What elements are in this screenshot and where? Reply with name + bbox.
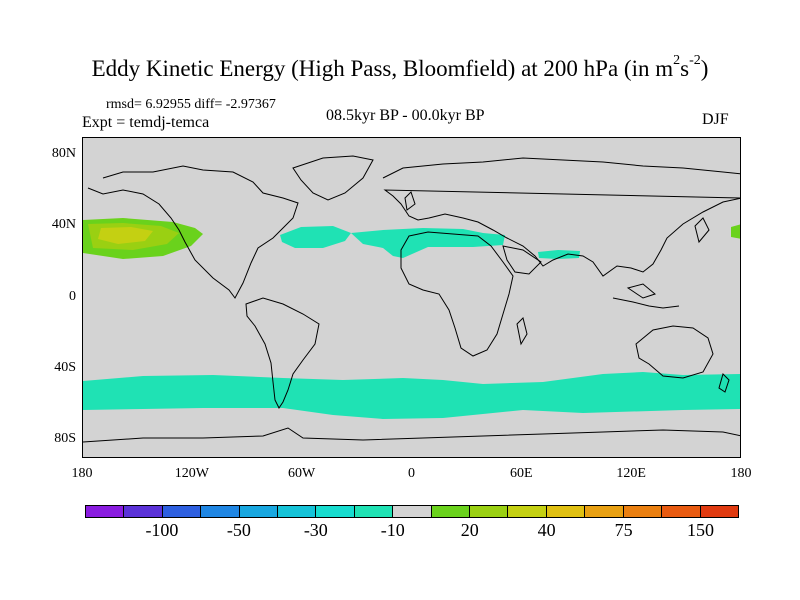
colorbar-label: -100 <box>145 520 179 540</box>
lat-label: 0 <box>69 288 76 304</box>
colorbar-swatch <box>546 506 586 517</box>
lon-label: 180 <box>730 466 752 481</box>
anomaly-atlantic-negative <box>280 226 351 248</box>
coast-australia <box>635 325 714 379</box>
lon-label: 120W <box>174 466 209 481</box>
lat-label: 80S <box>54 431 76 447</box>
colorbar-label: 40 <box>537 520 556 540</box>
colorbar-swatch <box>316 506 355 517</box>
anomaly-south-asia-negative <box>538 250 580 259</box>
colorbar-swatch <box>278 506 317 517</box>
anomaly-southern-ocean-negative <box>83 372 740 419</box>
coast-indonesia <box>612 283 680 309</box>
colorbar-swatch <box>124 506 163 517</box>
lat-label: 40N <box>51 217 76 233</box>
anomaly-north-pacific-yellow <box>98 227 153 244</box>
colorbar-swatch <box>239 506 279 517</box>
colorbar-swatch <box>470 506 509 517</box>
colorbar-label: 75 <box>614 520 633 540</box>
lon-label: 60W <box>288 466 316 481</box>
lon-label: 180 <box>71 466 93 481</box>
coast-uk <box>404 191 416 211</box>
lat-label: 80N <box>51 145 76 161</box>
colorbar-swatch <box>354 506 394 517</box>
season-label: DJF <box>702 111 729 128</box>
colorbar <box>85 505 739 518</box>
map-panel <box>82 137 741 458</box>
coast-antarctica <box>83 427 740 443</box>
colorbar-swatch <box>393 506 432 517</box>
lat-label: 40S <box>54 359 76 375</box>
colorbar-label: 20 <box>460 520 479 540</box>
coast-europe-asia <box>382 157 740 277</box>
coast-madagascar <box>516 317 528 346</box>
experiment-label: Expt = temdj-temca <box>82 114 210 131</box>
lon-label: 0 <box>408 466 415 481</box>
colorbar-swatch <box>508 506 547 517</box>
coast-new-zealand <box>718 373 730 393</box>
colorbar-swatch <box>585 506 624 517</box>
lon-label: 120E <box>616 466 646 481</box>
colorbar-swatch <box>162 506 202 517</box>
colorbar-swatch <box>201 506 240 517</box>
coast-north-america <box>87 165 299 299</box>
colorbar-swatch <box>662 506 701 517</box>
colorbar-swatch <box>623 506 663 517</box>
colorbar-swatch <box>431 506 471 517</box>
colorbar-label: 150 <box>687 520 715 540</box>
coast-greenland <box>292 155 374 201</box>
colorbar-label: -50 <box>226 520 251 540</box>
colorbar-label: -10 <box>380 520 405 540</box>
colorbar-swatch <box>700 506 738 517</box>
period-label: 08.5kyr BP - 00.0kyr BP <box>326 107 485 124</box>
plot-title: Eddy Kinetic Energy (High Pass, Bloomfie… <box>91 53 709 81</box>
lon-label: 60E <box>510 466 533 481</box>
coast-south-america <box>245 297 320 409</box>
world-map <box>83 155 740 443</box>
stats-text: rmsd= 6.92955 diff= -2.97367 <box>106 97 276 112</box>
coast-africa <box>400 231 514 357</box>
anomaly-dateline-east-green <box>731 224 740 239</box>
coast-japan <box>694 217 710 244</box>
colorbar-label: -30 <box>303 520 328 540</box>
colorbar-swatch <box>86 506 125 517</box>
coast-arabia <box>502 245 542 275</box>
coastlines <box>83 155 740 443</box>
